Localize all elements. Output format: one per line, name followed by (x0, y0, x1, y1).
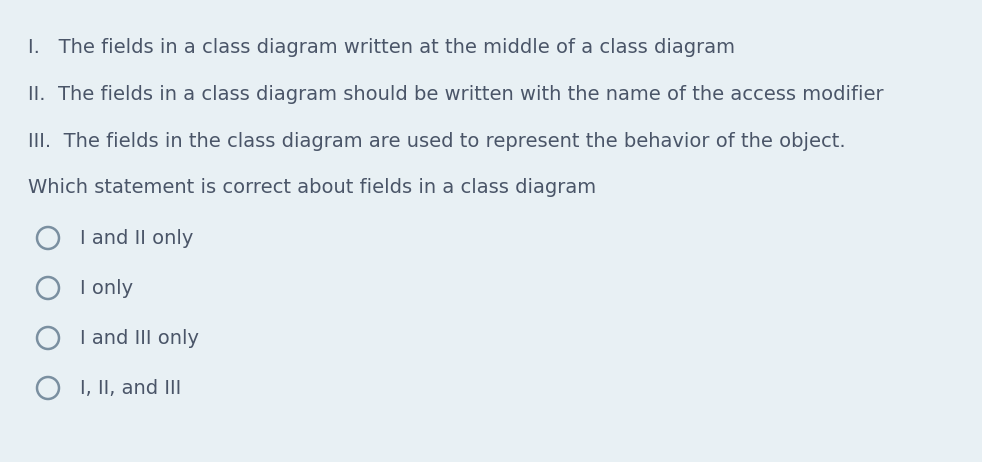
Text: I and III only: I and III only (80, 328, 199, 347)
Text: I and II only: I and II only (80, 229, 193, 248)
Text: III.  The fields in the class diagram are used to represent the behavior of the : III. The fields in the class diagram are… (28, 132, 846, 151)
Text: I.   The fields in a class diagram written at the middle of a class diagram: I. The fields in a class diagram written… (28, 38, 735, 57)
Text: I only: I only (80, 279, 134, 298)
Text: II.  The fields in a class diagram should be written with the name of the access: II. The fields in a class diagram should… (28, 85, 884, 104)
Text: Which statement is correct about fields in a class diagram: Which statement is correct about fields … (28, 178, 596, 197)
Text: I, II, and III: I, II, and III (80, 378, 182, 397)
